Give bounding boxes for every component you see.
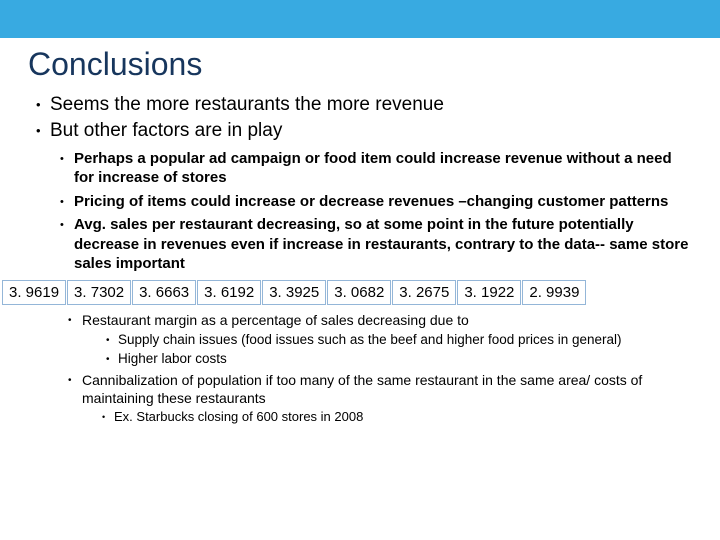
l2-item: Pricing of items could increase or decre… (60, 192, 692, 212)
data-cell: 3. 9619 (2, 280, 66, 305)
accent-bar (0, 0, 720, 38)
data-cell: 3. 0682 (327, 280, 391, 305)
lower-block: Restaurant margin as a percentage of sal… (28, 311, 692, 427)
l2-text: Restaurant margin as a percentage of sal… (82, 312, 469, 328)
l2-item: Restaurant margin as a percentage of sal… (68, 311, 692, 368)
l3-item: Higher labor costs (106, 350, 692, 368)
l2-item: Cannibalization of population if too man… (68, 371, 692, 426)
data-cell: 3. 1922 (457, 280, 521, 305)
data-cell: 3. 2675 (392, 280, 456, 305)
l1-item: But other factors are in play (36, 119, 692, 143)
data-cell: 3. 6663 (132, 280, 196, 305)
l1-item: Seems the more restaurants the more reve… (36, 93, 692, 117)
bullets-level1: Seems the more restaurants the more reve… (28, 93, 692, 143)
data-row: 3. 9619 3. 7302 3. 6663 3. 6192 3. 3925 … (0, 280, 720, 305)
data-cell: 3. 7302 (67, 280, 131, 305)
l4-item: Ex. Starbucks closing of 600 stores in 2… (102, 409, 692, 426)
data-cell: 2. 9939 (522, 280, 586, 305)
data-cell: 3. 6192 (197, 280, 261, 305)
l2-text: Cannibalization of population if too man… (82, 372, 642, 406)
slide-content: Conclusions Seems the more restaurants t… (0, 38, 720, 426)
slide-title: Conclusions (28, 46, 692, 83)
l2-item: Perhaps a popular ad campaign or food it… (60, 149, 692, 188)
data-cell: 3. 3925 (262, 280, 326, 305)
l2-item: Avg. sales per restaurant decreasing, so… (60, 215, 692, 274)
bullets-level2: Perhaps a popular ad campaign or food it… (28, 149, 692, 274)
l3-item: Supply chain issues (food issues such as… (106, 331, 692, 349)
